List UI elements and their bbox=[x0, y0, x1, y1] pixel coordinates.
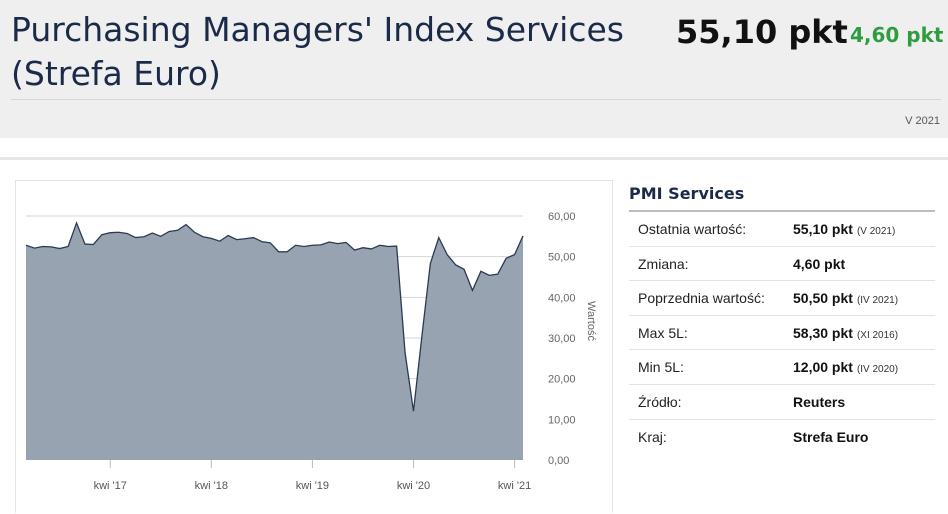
info-row-date: (IV 2020) bbox=[856, 364, 899, 376]
info-row-label: Poprzednia wartość: bbox=[638, 290, 765, 307]
change-value: 4,60 pkt bbox=[850, 23, 944, 47]
info-row-value-text: 58,30 pkt bbox=[793, 324, 853, 341]
info-row-value-text: Strefa Euro bbox=[793, 428, 869, 445]
info-row-label: Ostatnia wartość: bbox=[638, 221, 747, 237]
info-title: PMI Services bbox=[629, 184, 745, 203]
info-row-value-text: Reuters bbox=[793, 393, 846, 410]
x-tick-label: kwi '21 bbox=[498, 480, 531, 492]
info-table: Ostatnia wartość: 55,10 pkt (V 2021) Zmiana… bbox=[629, 210, 935, 454]
y-tick-label: 0,00 bbox=[548, 455, 569, 467]
info-row-label: Min 5L: bbox=[638, 359, 684, 376]
y-axis-label: Wartość bbox=[585, 301, 597, 341]
current-value: 55,10 pkt bbox=[676, 13, 848, 51]
y-tick-label: 30,00 bbox=[548, 333, 576, 345]
info-row-value: 55,10 pkt (V 2021) bbox=[793, 212, 895, 249]
info-row: Ostatnia wartość: 55,10 pkt (V 2021) bbox=[629, 212, 935, 247]
info-row-value: 58,30 pkt (XI 2016) bbox=[793, 316, 898, 353]
y-tick-label: 40,00 bbox=[548, 292, 576, 304]
period-label: V 2021 bbox=[905, 115, 940, 127]
info-row-label: Max 5L: bbox=[638, 324, 688, 341]
info-row-date: (V 2021) bbox=[856, 226, 896, 237]
info-row: Kraj: Strefa Euro bbox=[629, 420, 935, 455]
info-row-value: 4,60 pkt bbox=[793, 247, 845, 281]
info-row: Zmiana: 4,60 pkt bbox=[629, 247, 935, 282]
info-row-value: Strefa Euro bbox=[793, 420, 868, 454]
info-row-label: Źródło: bbox=[638, 393, 682, 410]
info-row-value: 50,50 pkt (IV 2021) bbox=[793, 281, 898, 318]
info-row-date: (IV 2021) bbox=[856, 295, 899, 307]
series-area bbox=[26, 222, 523, 460]
y-tick-label: 10,00 bbox=[548, 414, 576, 426]
x-tick-label: kwi '19 bbox=[296, 480, 329, 492]
info-row-date: (XI 2016) bbox=[856, 329, 899, 341]
section-divider bbox=[0, 157, 948, 160]
info-row-value-text: 12,00 pkt bbox=[793, 359, 853, 376]
info-row: Źródło: Reuters bbox=[629, 385, 935, 420]
info-row: Max 5L: 58,30 pkt (XI 2016) bbox=[629, 316, 935, 351]
info-row-value-text: 55,10 pkt bbox=[793, 221, 853, 237]
area-chart: 0,00 10,00 20,00 30,00 40,00 50,00 60,00 kwi '… bbox=[25, 211, 597, 492]
x-tick-label: kwi '18 bbox=[195, 480, 228, 492]
info-row: Min 5L: 12,00 pkt (IV 2020) bbox=[629, 350, 935, 385]
info-row-value: 12,00 pkt (IV 2020) bbox=[793, 350, 898, 387]
info-row-label: Zmiana: bbox=[638, 255, 689, 272]
info-row: Poprzednia wartość: 50,50 pkt (IV 2021) bbox=[629, 281, 935, 316]
y-axis-ticks: 0,00 10,00 20,00 30,00 40,00 50,00 60,00 bbox=[548, 211, 576, 467]
y-tick-label: 60,00 bbox=[548, 211, 576, 223]
info-row-value-text: 4,60 pkt bbox=[793, 255, 846, 272]
y-tick-label: 50,00 bbox=[548, 252, 576, 264]
y-tick-label: 20,00 bbox=[548, 374, 576, 386]
series-line bbox=[25, 221, 524, 412]
x-tick-label: kwi '17 bbox=[94, 480, 127, 492]
info-row-label: Kraj: bbox=[638, 428, 667, 445]
info-row-value-text: 50,50 pkt bbox=[793, 290, 853, 307]
x-axis-ticks: kwi '17 kwi '18 kwi '19 kwi '20 kwi '21 bbox=[94, 460, 531, 492]
page-title: Purchasing Managers' Index Services (Str… bbox=[11, 10, 624, 93]
header: Purchasing Managers' Index Services (Str… bbox=[0, 0, 948, 138]
x-tick-label: kwi '20 bbox=[397, 480, 430, 492]
header-divider bbox=[11, 99, 941, 100]
chart-panel: 0,00 10,00 20,00 30,00 40,00 50,00 60,00 kwi '… bbox=[15, 180, 613, 513]
info-row-value: Reuters bbox=[793, 385, 845, 419]
